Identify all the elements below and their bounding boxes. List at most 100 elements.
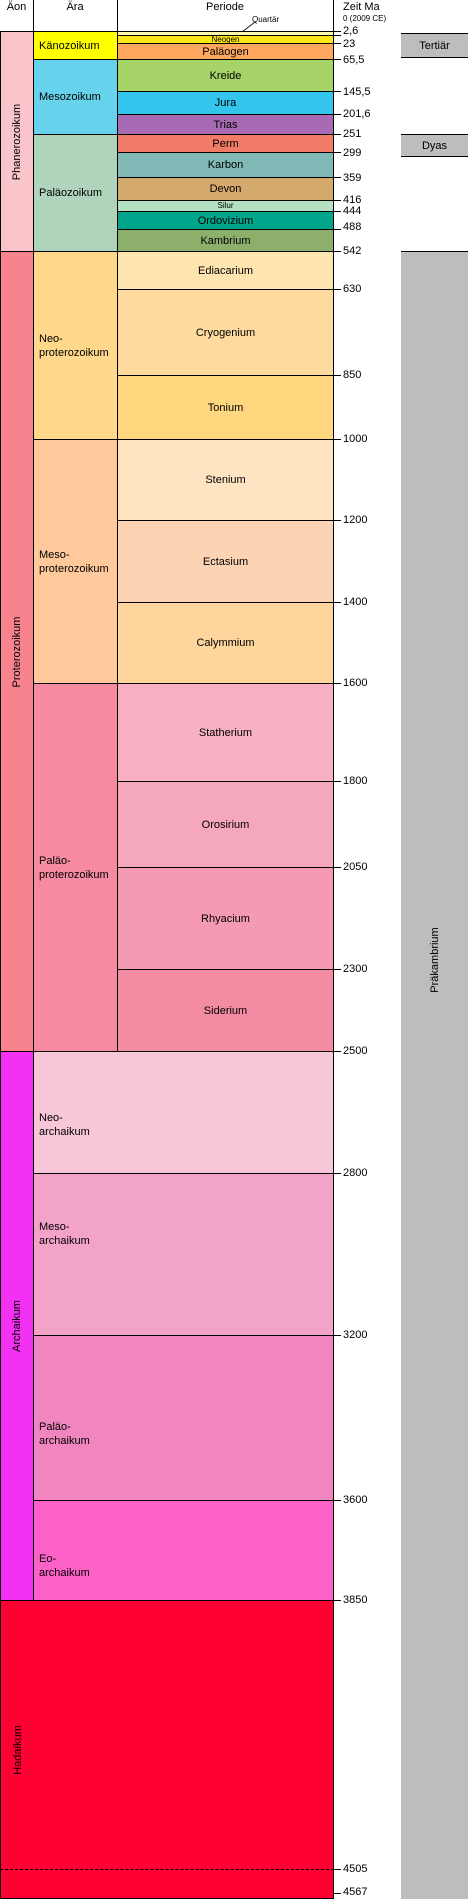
- tick: [333, 683, 341, 684]
- time-label: 145,5: [343, 86, 371, 98]
- tick: [333, 43, 341, 44]
- aeon-phanerozoikum-label: Phanerozoikum: [11, 103, 23, 180]
- period-karbon: Karbon: [117, 152, 334, 178]
- tick: [333, 152, 341, 153]
- era-mesozoikum: Mesozoikum: [33, 59, 118, 135]
- tick: [333, 114, 341, 115]
- era-palaeoarchaikum: Paläo- archaikum: [33, 1335, 334, 1501]
- time-label: 2300: [343, 963, 368, 975]
- time-label: 630: [343, 283, 362, 295]
- period-calymmium-label: Calymmium: [196, 637, 255, 649]
- header-aera-label: Ära: [66, 1, 84, 13]
- era-kaenozoikum-label: Känozoikum: [39, 39, 100, 52]
- tick: [333, 969, 341, 970]
- time-label: 65,5: [343, 54, 365, 66]
- period-perm-label: Perm: [212, 137, 239, 150]
- period-ediacarium: Ediacarium: [117, 251, 334, 290]
- time-label: 2050: [343, 861, 368, 873]
- era-eoarchaikum-label: Eo- archaikum: [39, 1553, 90, 1579]
- period-cryogenium: Cryogenium: [117, 289, 334, 376]
- tick: [333, 867, 341, 868]
- tick: [333, 229, 341, 230]
- era-mesozoikum-label: Mesozoikum: [39, 91, 101, 103]
- era-palaeoproterozoikum: Paläo- proterozoikum: [33, 683, 118, 1052]
- period-quartaer-label: Quartär: [252, 15, 280, 24]
- period-quartaer-label-box: Quartär: [252, 15, 279, 24]
- header-aeon-label: Äon: [6, 1, 27, 13]
- period-palaeogen: Paläogen: [117, 43, 334, 60]
- tick: [333, 375, 341, 376]
- tick: [333, 781, 341, 782]
- era-mesoarchaikum-label: Meso- archaikum: [39, 1221, 90, 1247]
- aeon-proterozoikum: Proterozoikum: [0, 251, 34, 1052]
- time-label: 850: [343, 369, 362, 381]
- era-neoarchaikum: Neo- archaikum: [33, 1051, 334, 1174]
- tick: [333, 1335, 341, 1336]
- quartaer-pointer-line: [241, 21, 256, 33]
- period-calymmium: Calymmium: [117, 602, 334, 684]
- period-tonium: Tonium: [117, 375, 334, 440]
- period-siderium: Siderium: [117, 969, 334, 1052]
- period-jura: Jura: [117, 91, 334, 115]
- period-ordovizium-label: Ordovizium: [197, 214, 254, 227]
- period-kreide-label: Kreide: [209, 69, 242, 82]
- tick: [333, 1500, 341, 1501]
- aeon-hadaikum: Hadaikum: [0, 1600, 334, 1899]
- era-palaeoarchaikum-label: Paläo- archaikum: [39, 1421, 90, 1447]
- period-devon: Devon: [117, 177, 334, 201]
- era-palaeozoikum-label: Paläozoikum: [39, 187, 102, 199]
- period-statherium: Statherium: [117, 683, 334, 782]
- tick: [333, 31, 341, 32]
- header-periode: Periode: [117, 0, 333, 31]
- header-divider: [333, 0, 334, 31]
- period-ordovizium: Ordovizium: [117, 211, 334, 230]
- header-zeit: Zeit Ma: [343, 0, 403, 31]
- tick: [333, 520, 341, 521]
- dyas-band: Dyas: [401, 134, 468, 157]
- praekambrium-band: Präkambrium: [401, 251, 468, 1899]
- era-neoarchaikum-label: Neo- archaikum: [39, 1112, 90, 1138]
- time-label: 1400: [343, 596, 368, 608]
- period-kambrium-label: Kambrium: [200, 234, 251, 247]
- period-neogen-label: Neogen: [211, 35, 240, 44]
- time-label: 488: [343, 221, 362, 233]
- time-label: 4567: [343, 1886, 368, 1898]
- period-rhyacium: Rhyacium: [117, 867, 334, 970]
- time-label: 4505: [343, 1863, 368, 1875]
- time-label: 2800: [343, 1167, 368, 1179]
- period-ectasium-label: Ectasium: [202, 555, 249, 568]
- period-silur-label: Silur: [217, 201, 234, 210]
- period-cryogenium-label: Cryogenium: [195, 326, 256, 339]
- tick: [333, 211, 341, 212]
- tick: [333, 1051, 341, 1052]
- era-mesoarchaikum: Meso- archaikum: [33, 1173, 334, 1336]
- tick: [333, 59, 341, 60]
- tick: [333, 35, 341, 36]
- period-jura-label: Jura: [214, 97, 237, 109]
- period-statherium-label: Statherium: [198, 726, 253, 739]
- tick: [333, 439, 341, 440]
- period-tonium-label: Tonium: [207, 401, 244, 414]
- era-neoproterozoikum-label: Neo- proterozoikum: [39, 332, 109, 359]
- period-kreide: Kreide: [117, 59, 334, 92]
- time-label: 251: [343, 128, 362, 140]
- aeon-phanerozoikum: Phanerozoikum: [0, 31, 34, 252]
- era-palaeoproterozoikum-label: Paläo- proterozoikum: [39, 854, 109, 881]
- tertiaer-label: Tertiär: [419, 39, 450, 52]
- time-label: 201,6: [343, 108, 371, 120]
- era-eoarchaikum: Eo- archaikum: [33, 1500, 334, 1601]
- tick: [333, 1173, 341, 1174]
- tick: [333, 1893, 341, 1894]
- praekambrium-label: Präkambrium: [428, 927, 441, 993]
- header-aeon: Äon: [0, 0, 33, 31]
- header-divider: [33, 0, 34, 31]
- time-label: 1000: [343, 433, 368, 445]
- time-label: 2500: [343, 1045, 368, 1057]
- time-label: 3200: [343, 1329, 368, 1341]
- hadaikum-4505-line: [0, 1869, 334, 1870]
- tick: [333, 177, 341, 178]
- tick: [333, 602, 341, 603]
- dyas-label: Dyas: [421, 139, 448, 152]
- period-ediacarium-label: Ediacarium: [197, 264, 254, 277]
- tick: [333, 200, 341, 201]
